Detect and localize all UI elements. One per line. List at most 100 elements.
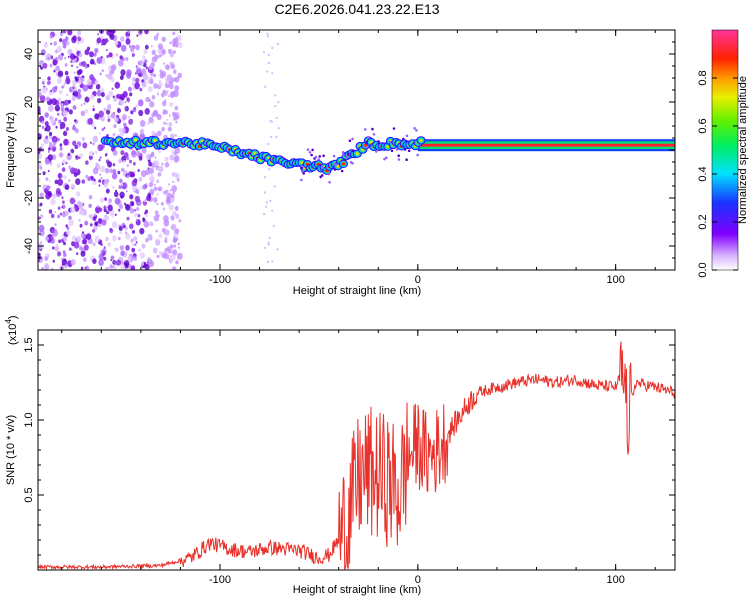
noise-speckle — [171, 150, 175, 155]
noise-speckle — [343, 158, 346, 161]
noise-speckle — [107, 118, 111, 123]
noise-speckle — [69, 53, 76, 60]
noise-speckle — [131, 247, 136, 253]
noise-speckle — [56, 107, 59, 111]
noise-speckle — [124, 226, 128, 231]
noise-speckle — [138, 177, 143, 182]
noise-speckle — [163, 121, 166, 125]
noise-speckle — [112, 186, 115, 189]
noise-speckle — [160, 92, 165, 98]
noise-speckle — [49, 115, 55, 122]
noise-speckle — [118, 226, 123, 232]
noise-speckle — [42, 79, 46, 82]
noise-speckle — [168, 122, 172, 127]
track-peak — [341, 162, 346, 166]
noise-speckle — [364, 128, 367, 131]
noise-speckle — [113, 191, 119, 198]
noise-speckle — [59, 38, 63, 43]
noise-speckle — [134, 209, 136, 212]
noise-speckle — [308, 151, 312, 154]
noise-speckle — [61, 206, 64, 209]
noise-speckle — [111, 172, 118, 180]
noise-speckle — [153, 83, 158, 89]
snr-multiplier: (x104) — [4, 315, 19, 345]
noise-speckle — [78, 68, 83, 75]
noise-speckle — [156, 179, 160, 184]
noise-speckle — [63, 99, 69, 106]
noise-speckle — [130, 110, 134, 115]
noise-speckle — [151, 95, 156, 100]
noise-speckle — [109, 228, 114, 234]
noise-speckle — [403, 148, 407, 151]
noise-speckle — [73, 241, 80, 249]
noise-speckle — [126, 216, 130, 221]
chart-title: C2E6.2026.041.23.22.E13 — [274, 1, 439, 17]
noise-speckle — [68, 167, 71, 170]
noise-speckle — [137, 169, 140, 172]
noise-speckle — [57, 54, 64, 61]
noise-speckle — [103, 205, 107, 210]
noise-speckle — [177, 42, 183, 49]
noise-speckle — [45, 53, 52, 61]
noise-speckle — [72, 168, 78, 175]
noise-speckle — [111, 213, 115, 218]
colorbar-tick-label: 0.6 — [697, 118, 709, 133]
noise-speckle — [131, 82, 134, 85]
noise-speckle — [134, 72, 137, 75]
noise-speckle — [268, 236, 271, 240]
noise-speckle — [129, 208, 135, 214]
noise-speckle — [120, 44, 127, 52]
noise-speckle — [64, 81, 67, 85]
noise-speckle — [163, 219, 170, 227]
noise-speckle — [144, 44, 149, 50]
noise-speckle — [141, 243, 146, 249]
noise-speckle — [144, 30, 149, 35]
noise-speckle — [351, 149, 355, 153]
noise-speckle — [55, 126, 58, 129]
noise-speckle — [84, 220, 89, 226]
colorbar-tick-label: 0.2 — [697, 214, 709, 229]
noise-speckle — [130, 265, 136, 270]
noise-speckle — [106, 54, 109, 59]
noise-speckle — [138, 109, 144, 117]
noise-speckle — [157, 187, 161, 191]
noise-speckle — [365, 140, 369, 144]
noise-speckle — [158, 233, 163, 239]
noise-speckle — [271, 46, 274, 50]
noise-speckle — [61, 234, 64, 237]
noise-speckle — [73, 71, 76, 75]
noise-speckle — [141, 261, 145, 266]
noise-speckle — [144, 263, 150, 270]
noise-speckle — [70, 258, 76, 266]
noise-speckle — [141, 147, 147, 154]
noise-speckle — [70, 206, 76, 214]
noise-speckle — [106, 105, 112, 111]
noise-speckle — [149, 78, 154, 85]
noise-speckle — [90, 175, 94, 180]
noise-speckle — [173, 77, 177, 82]
noise-speckle — [267, 243, 270, 246]
noise-speckle — [84, 266, 87, 270]
noise-speckle — [103, 126, 106, 130]
noise-speckle — [55, 65, 61, 72]
noise-speckle — [149, 101, 155, 108]
noise-speckle — [98, 259, 104, 266]
noise-speckle — [131, 179, 137, 187]
x-tick-label: 0 — [415, 574, 421, 586]
noise-speckle — [300, 178, 303, 182]
noise-speckle — [68, 247, 72, 251]
noise-speckle — [142, 73, 148, 81]
noise-speckle — [167, 126, 172, 132]
noise-speckle — [75, 155, 78, 158]
noise-speckle — [143, 198, 147, 203]
noise-speckle — [340, 169, 344, 173]
noise-speckle — [76, 65, 79, 69]
noise-speckle — [156, 254, 160, 259]
noise-speckle — [276, 248, 279, 251]
noise-speckle — [137, 99, 144, 107]
noise-speckle — [99, 156, 102, 159]
noise-speckle — [68, 215, 72, 221]
noise-speckle — [110, 112, 116, 119]
track-blob — [386, 145, 390, 149]
noise-speckle — [153, 186, 158, 192]
